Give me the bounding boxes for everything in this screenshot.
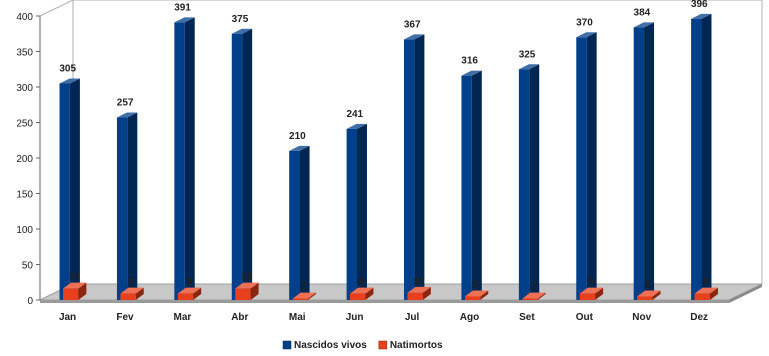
legend-label: Nascidos vivos (294, 340, 367, 351)
y-tick-label: 50 (22, 261, 34, 272)
y-tick-label: 100 (16, 225, 33, 236)
data-label: 10 (413, 276, 425, 287)
bar-natimortos (62, 282, 87, 300)
bars (59, 13, 718, 301)
data-label: 16 (69, 272, 81, 283)
data-label: 384 (634, 7, 651, 18)
data-label: 257 (117, 98, 134, 109)
y-tick-label: 150 (16, 190, 33, 201)
bar-nascidos-vivos (461, 70, 482, 300)
data-label: 2 (531, 282, 537, 293)
y-tick-label: 300 (16, 83, 33, 94)
bar-natimortos (637, 290, 661, 300)
bar-nascidos-vivos (691, 13, 712, 301)
data-label: 210 (289, 131, 306, 142)
bar-nascidos-vivos (518, 64, 540, 300)
data-label: 9 (703, 277, 709, 288)
data-label: 9 (129, 277, 135, 288)
data-labels: 305 16 257 9 391 9 375 16 210 2 241 9 367 10 316 5 325 2 3… (59, 0, 709, 293)
data-label: 325 (519, 49, 536, 60)
x-tick-label: Out (576, 312, 594, 323)
bar-nascidos-vivos (576, 32, 597, 301)
bar-natimortos (579, 287, 604, 300)
data-label: 305 (59, 63, 76, 74)
legend-item: Nascidos vivos (282, 340, 367, 351)
floor-edge-side (729, 284, 762, 303)
floor-edge (40, 300, 729, 303)
bar-natimortos (522, 292, 546, 300)
x-tick-label: Dez (690, 312, 708, 323)
legend-label: Natimortos (390, 340, 443, 351)
data-label: 391 (174, 2, 191, 13)
x-tick-label: Nov (632, 312, 651, 323)
y-tick-label: 400 (16, 12, 33, 23)
data-label: 241 (346, 109, 363, 120)
x-tick-label: Set (519, 312, 535, 323)
y-tick-label: 350 (16, 48, 33, 59)
bar-nascidos-vivos (633, 22, 655, 301)
data-label: 367 (404, 19, 421, 30)
data-label: 396 (691, 0, 708, 10)
x-tick-label: Ago (460, 312, 479, 323)
bar-nascidos-vivos (174, 17, 195, 300)
legend: Nascidos vivos Natimortos (282, 340, 443, 351)
bar-nascidos-vivos (231, 28, 253, 300)
x-tick-label: Fev (116, 312, 134, 323)
x-tick-label: Mai (289, 312, 306, 323)
bar-natimortos (177, 287, 202, 300)
bar-nascidos-vivos (59, 78, 80, 300)
data-label: 16 (241, 272, 253, 283)
data-label: 370 (576, 17, 593, 28)
data-label: 5 (646, 279, 652, 290)
bar-natimortos (120, 287, 144, 300)
data-label: 375 (232, 14, 249, 25)
data-label: 9 (358, 277, 364, 288)
bar-natimortos (407, 286, 431, 300)
data-label: 2 (301, 282, 307, 293)
y-tick-label: 0 (27, 296, 33, 307)
bar-natimortos (694, 287, 718, 300)
x-tick-label: Jun (346, 312, 364, 323)
legend-swatch (282, 340, 292, 350)
bar-natimortos (464, 290, 489, 300)
y-tick-label: 200 (16, 154, 33, 165)
bar-nascidos-vivos (346, 123, 367, 300)
x-tick-label: Abr (231, 312, 248, 323)
bar-natimortos (292, 292, 317, 300)
data-label: 5 (473, 279, 479, 290)
x-tick-label: Mar (173, 312, 191, 323)
data-label: 9 (186, 277, 192, 288)
data-label: 9 (588, 277, 594, 288)
data-label: 316 (461, 56, 478, 67)
bar-nascidos-vivos (289, 145, 310, 300)
x-tick-label: Jul (405, 312, 420, 323)
bar-nascidos-vivos (116, 112, 138, 300)
x-tick-label: Jan (59, 312, 76, 323)
legend-item: Natimortos (378, 340, 443, 351)
bar-natimortos (235, 282, 259, 300)
bar-nascidos-vivos (404, 34, 425, 301)
y-tick-label: 250 (16, 119, 33, 130)
bar-natimortos (350, 287, 374, 300)
legend-swatch (378, 340, 388, 350)
